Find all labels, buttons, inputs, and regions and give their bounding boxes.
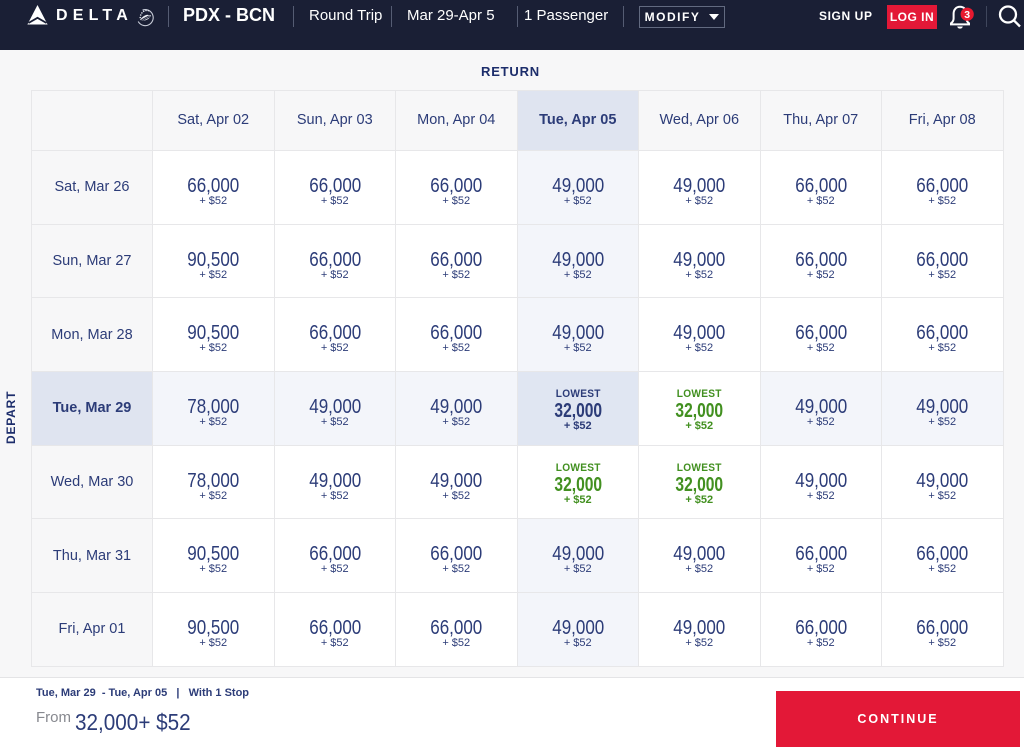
svg-text:3: 3 bbox=[964, 9, 970, 21]
